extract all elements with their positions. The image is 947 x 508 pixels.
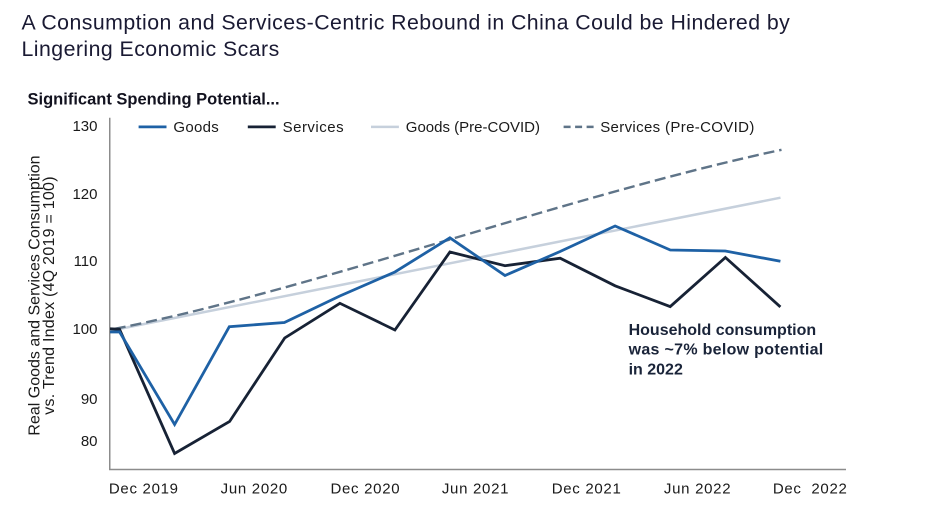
svg-text:90: 90 <box>81 391 98 408</box>
svg-text:130: 130 <box>72 118 97 135</box>
svg-text:in 2022: in 2022 <box>629 361 683 378</box>
svg-text:110: 110 <box>74 253 98 270</box>
svg-text:Goods: Goods <box>173 119 219 136</box>
svg-text:Jun 2022: Jun 2022 <box>664 481 731 498</box>
svg-text:A Consumption and Services-Cen: A Consumption and Services-Centric Rebou… <box>22 10 791 34</box>
svg-text:vs. Trend Index (4Q 2019 = 100: vs. Trend Index (4Q 2019 = 100) <box>41 176 58 415</box>
svg-text:Lingering Economic Scars: Lingering Economic Scars <box>22 37 280 61</box>
svg-text:Real Goods and Services Consum: Real Goods and Services Consumption <box>26 155 43 435</box>
svg-text:Services: Services <box>283 119 345 136</box>
svg-text:Dec 2021: Dec 2021 <box>552 481 622 498</box>
svg-text:Household consumption: Household consumption <box>629 322 817 339</box>
svg-text:Goods (Pre-COVID): Goods (Pre-COVID) <box>406 119 540 136</box>
svg-text:Jun 2020: Jun 2020 <box>221 481 288 498</box>
svg-text:Services (Pre-COVID): Services (Pre-COVID) <box>600 119 755 136</box>
svg-text:80: 80 <box>81 433 98 450</box>
svg-text:120: 120 <box>72 186 97 203</box>
svg-text:Dec 2020: Dec 2020 <box>330 481 400 498</box>
svg-text:100: 100 <box>72 321 97 338</box>
svg-text:was ~7% below potential: was ~7% below potential <box>628 342 824 359</box>
svg-text:Significant Spending Potential: Significant Spending Potential... <box>28 91 280 109</box>
svg-text:Jun 2021: Jun 2021 <box>442 481 509 498</box>
svg-text:Dec 2022: Dec 2022 <box>773 481 848 498</box>
svg-text:Dec 2019: Dec 2019 <box>109 481 179 498</box>
